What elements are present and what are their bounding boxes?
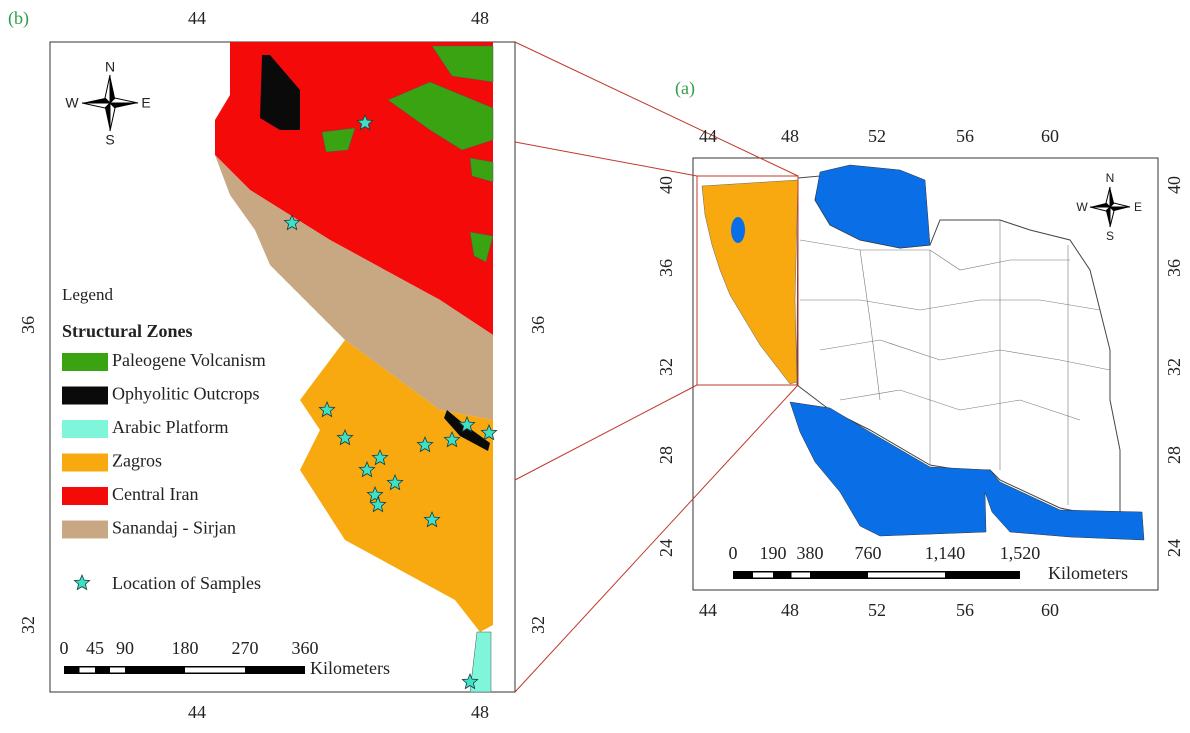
figure: N S W E (b) Legend Structural Zones Loca… (0, 0, 1190, 728)
compass-n: N (105, 59, 115, 75)
tick-label: 28 (656, 446, 676, 464)
scale-label: 380 (797, 543, 824, 563)
scale-unit: Kilometers (1048, 563, 1128, 583)
legend-label: Arabic Platform (112, 417, 228, 437)
scale-label: 1,520 (1000, 543, 1041, 563)
scale-segment (185, 668, 245, 673)
legend-label: Sanandaj - Sirjan (112, 518, 236, 538)
legend-swatch (62, 353, 108, 371)
tick-label: 36 (18, 316, 38, 334)
tick-label: 44 (188, 8, 206, 28)
compass-s: S (1106, 229, 1114, 243)
compass-w: W (1076, 200, 1088, 214)
legend-title: Legend (62, 285, 113, 304)
scale-bar (64, 666, 305, 674)
tick-label: 48 (471, 8, 489, 28)
compass-w: W (65, 95, 79, 111)
tick-label: 48 (781, 126, 799, 146)
tick-label: 28 (1164, 446, 1184, 464)
scale-segment (792, 573, 811, 578)
legend-label: Zagros (112, 451, 162, 471)
tick-label: 56 (956, 126, 974, 146)
tick-label: 60 (1041, 126, 1059, 146)
legend-swatch (62, 487, 108, 505)
scale-label: 180 (172, 638, 199, 658)
tick-label: 44 (188, 702, 206, 722)
tick-label: 44 (699, 126, 717, 146)
scale-label: 360 (292, 638, 319, 658)
scale-label: 1,140 (925, 543, 966, 563)
lake-urmia (731, 217, 745, 243)
legend-label: Ophyolitic Outcrops (112, 384, 259, 404)
legend-swatch (62, 420, 108, 438)
panel-label: (a) (675, 78, 695, 99)
tick-label: 60 (1041, 600, 1059, 620)
scale-segment (110, 668, 125, 673)
scale-label: 0 (729, 543, 738, 563)
tick-label: 32 (528, 616, 548, 634)
compass-e: E (141, 95, 150, 111)
scale-label: 190 (760, 543, 787, 563)
tick-label: 40 (656, 176, 676, 194)
tick-label: 36 (528, 316, 548, 334)
legend-swatch (62, 387, 108, 405)
scale-label: 270 (232, 638, 259, 658)
scale-segment (868, 573, 945, 578)
scale-label: 90 (116, 638, 134, 658)
compass-s: S (105, 132, 114, 148)
tick-label: 32 (18, 616, 38, 634)
tick-label: 52 (868, 600, 886, 620)
legend-subtitle: Structural Zones (62, 321, 193, 341)
panel-label: (b) (8, 8, 29, 29)
tick-label: 32 (656, 358, 676, 376)
scale-label: 0 (60, 638, 69, 658)
tick-label: 40 (1164, 176, 1184, 194)
compass-n: N (1106, 171, 1115, 185)
tick-label: 52 (868, 126, 886, 146)
tick-label: 36 (1164, 259, 1184, 277)
compass-e: E (1134, 200, 1142, 214)
tick-label: 32 (1164, 358, 1184, 376)
legend-swatch (62, 521, 108, 539)
tick-label: 48 (781, 600, 799, 620)
scale-label: 45 (86, 638, 104, 658)
tick-label: 36 (656, 259, 676, 277)
tick-label: 56 (956, 600, 974, 620)
tick-label: 24 (1164, 539, 1184, 557)
tick-label: 48 (471, 702, 489, 722)
samples-label: Location of Samples (112, 573, 261, 593)
scale-segment (80, 668, 96, 673)
tick-label: 24 (656, 539, 676, 557)
legend-label: Paleogene Volcanism (112, 350, 266, 370)
scale-label: 760 (855, 543, 882, 563)
scale-unit: Kilometers (310, 658, 390, 678)
legend-swatch (62, 454, 108, 472)
tick-label: 44 (699, 600, 717, 620)
legend-label: Central Iran (112, 484, 198, 504)
scale-segment (753, 573, 773, 578)
